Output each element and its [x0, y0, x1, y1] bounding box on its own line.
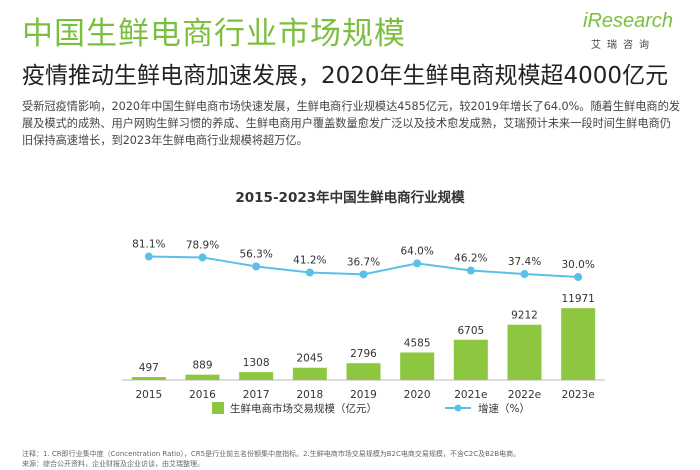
bar-value-label-2022e: 9212: [511, 310, 538, 322]
bar-value-label-2020: 4585: [404, 337, 431, 349]
logo-text: iResearch: [583, 10, 674, 32]
bar-value-label-2017: 1308: [243, 357, 270, 369]
footer-note: 注释：1. CR即行业集中度（Concentration Ratio），CR5是…: [22, 449, 682, 469]
bar-2023e: [561, 308, 596, 380]
x-tick-label-2015: 2015: [135, 389, 162, 401]
growth-point-2023e: [574, 273, 583, 281]
bar-value-label-2015: 497: [139, 362, 159, 374]
bar-2019: [346, 363, 381, 380]
bar-value-label-2018: 2045: [296, 353, 323, 365]
bar-2017: [239, 372, 274, 380]
page-title: 中国生鲜电商行业市场规模: [22, 16, 406, 52]
legend-line-label: 增速（%）: [478, 402, 530, 415]
growth-label-2015: 81.1%: [132, 239, 165, 251]
x-tick-label-2018: 2018: [296, 389, 323, 401]
growth-point-2022e: [520, 270, 529, 279]
footer-note-line1: 注释：1. CR即行业集中度（Concentration Ratio），CR5是…: [22, 450, 521, 458]
bar-2015: [131, 377, 166, 380]
growth-label-2021e: 46.2%: [454, 253, 487, 265]
bar-value-label-2021e: 6705: [457, 325, 484, 337]
iresearch-logo: iResearch 艾瑞咨询: [583, 10, 683, 52]
growth-point-2020: [413, 259, 422, 268]
growth-point-2021e: [466, 266, 475, 275]
legend-bar-label: 生鲜电商市场交易规模（亿元）: [230, 402, 377, 415]
legend-line-marker: [454, 404, 462, 412]
x-tick-label-2022e: 2022e: [508, 389, 541, 401]
x-tick-label-2017: 2017: [243, 389, 270, 401]
legend-bar-swatch: [212, 402, 224, 414]
chart-title: 2015-2023年中国生鲜电商行业规模: [235, 190, 465, 206]
footer-note-line2: 来源：综合公开资料，企业财报及企业访谈，由艾瑞整理。: [22, 460, 204, 468]
x-tick-label-2020: 2020: [404, 389, 431, 401]
x-tick-label-2021e: 2021e: [454, 389, 487, 401]
growth-point-2019: [359, 270, 368, 279]
growth-point-2018: [305, 268, 314, 277]
growth-point-2017: [252, 262, 261, 271]
bar-2016: [185, 374, 220, 380]
bar-2018: [292, 367, 327, 380]
growth-label-2016: 78.9%: [186, 239, 219, 251]
growth-label-2017: 56.3%: [239, 248, 272, 260]
growth-label-2023e: 30.0%: [561, 259, 594, 271]
x-tick-label-2023e: 2023e: [562, 389, 595, 401]
bar-value-label-2016: 889: [192, 360, 212, 372]
growth-label-2020: 64.0%: [400, 245, 433, 257]
bar-value-label-2019: 2796: [350, 348, 377, 360]
bar-2021e: [453, 339, 488, 380]
growth-label-2019: 36.7%: [347, 256, 380, 268]
description-paragraph: 受新冠疫情影响，2020年中国生鲜电商市场快速发展，生鲜电商行业规模达4585亿…: [22, 100, 680, 147]
bar-value-label-2023e: 11971: [561, 293, 594, 305]
x-tick-label-2016: 2016: [189, 389, 216, 401]
x-tick-label-2019: 2019: [350, 389, 377, 401]
page-subtitle: 疫情推动生鲜电商加速发展，2020年生鲜电商规模超4000亿元: [22, 63, 669, 89]
bar-2020: [400, 352, 435, 380]
growth-point-2016: [198, 253, 207, 262]
logo-subtext: 艾瑞咨询: [591, 40, 655, 51]
growth-label-2022e: 37.4%: [508, 256, 541, 268]
bar-2022e: [507, 324, 542, 380]
growth-label-2018: 41.2%: [293, 255, 326, 267]
growth-point-2015: [144, 252, 153, 261]
